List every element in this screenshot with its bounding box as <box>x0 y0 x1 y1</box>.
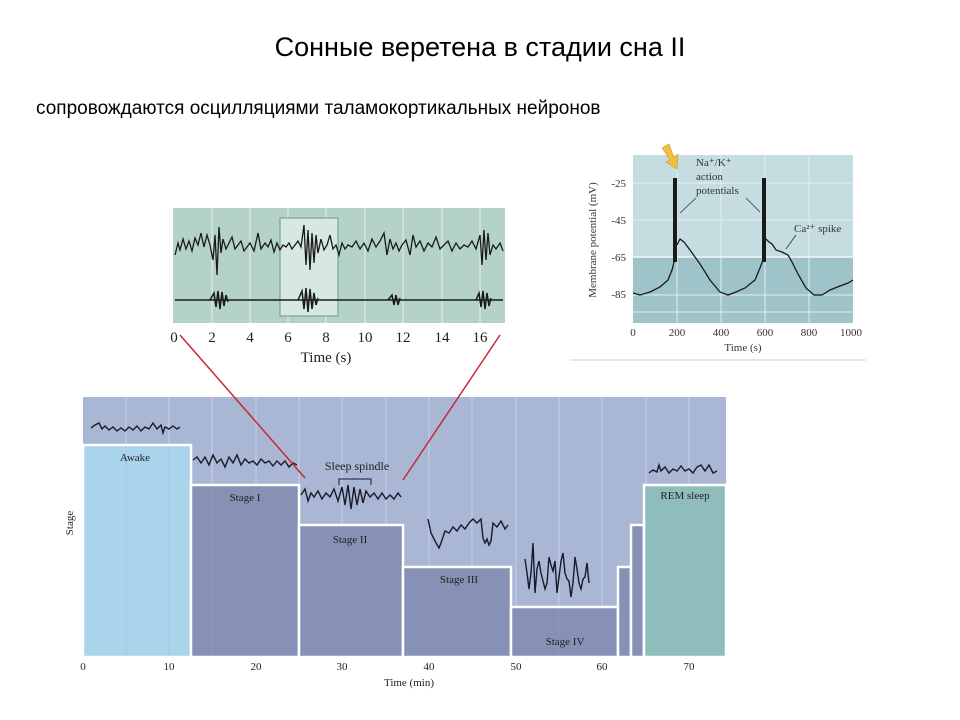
stage-2-brief <box>629 523 646 659</box>
membrane-x-ticks: 0 200 400 600 800 1000 <box>630 327 862 339</box>
svg-text:14: 14 <box>435 330 451 346</box>
stage-rem <box>642 483 728 659</box>
svg-text:10: 10 <box>164 661 176 673</box>
svg-text:30: 30 <box>337 661 349 673</box>
svg-text:Stage II: Stage II <box>333 534 368 546</box>
svg-text:REM sleep: REM sleep <box>660 490 710 502</box>
svg-text:6: 6 <box>284 330 292 346</box>
membrane-annotations: Na⁺/K⁺ action potentials Ca²⁺ spike <box>696 157 841 235</box>
svg-text:400: 400 <box>713 327 730 339</box>
svg-text:potentials: potentials <box>696 185 739 197</box>
hypnogram-x-ticks: 0 10 20 30 40 50 60 70 <box>80 661 695 673</box>
svg-text:70: 70 <box>684 661 696 673</box>
eeg-panel: 0 2 4 6 8 10 12 14 16 Time (s) <box>170 205 515 370</box>
svg-text:50: 50 <box>511 661 523 673</box>
hypnogram-y-label: Stage <box>64 511 76 536</box>
membrane-panel: Na⁺/K⁺ action potentials Ca²⁺ spike -25 … <box>570 140 870 365</box>
svg-text:20: 20 <box>251 661 263 673</box>
svg-text:800: 800 <box>801 327 818 339</box>
slide-subtitle: сопровождаются осцилляциями таламокортик… <box>36 98 601 119</box>
svg-text:Awake: Awake <box>120 452 150 464</box>
stage-3-brief <box>616 565 633 659</box>
stage-awake <box>81 443 193 659</box>
svg-text:0: 0 <box>630 327 636 339</box>
slide-title: Сонные веретена в стадии сна II <box>274 32 686 62</box>
svg-text:-85: -85 <box>611 289 626 301</box>
svg-text:0: 0 <box>80 661 86 673</box>
svg-text:8: 8 <box>322 330 330 346</box>
svg-text:12: 12 <box>396 330 411 346</box>
svg-text:4: 4 <box>246 330 254 346</box>
svg-text:600: 600 <box>757 327 774 339</box>
svg-text:60: 60 <box>597 661 609 673</box>
svg-text:1000: 1000 <box>840 327 863 339</box>
svg-text:-65: -65 <box>611 252 626 264</box>
stage-3 <box>401 565 513 659</box>
stage-2 <box>297 523 405 659</box>
eeg-chart: 0 2 4 6 8 10 12 14 16 Time (s) <box>170 208 505 366</box>
svg-text:16: 16 <box>473 330 489 346</box>
spindle-bracket <box>338 478 372 485</box>
hypnogram-x-label: Time (min) <box>384 677 434 689</box>
svg-text:Stage I: Stage I <box>230 492 261 504</box>
eeg-x-ticks: 0 2 4 6 8 10 12 14 16 <box>170 330 488 346</box>
arrow-icon <box>661 143 679 170</box>
stage-1 <box>189 483 301 659</box>
svg-text:0: 0 <box>170 330 178 346</box>
svg-text:Stage III: Stage III <box>440 574 479 586</box>
svg-text:200: 200 <box>669 327 686 339</box>
membrane-y-ticks: -25 -45 -65 -85 <box>611 178 626 301</box>
sleep-spindle-label: Sleep spindle <box>325 459 389 473</box>
svg-text:action: action <box>696 171 723 183</box>
svg-text:Stage IV: Stage IV <box>546 636 585 648</box>
hypnogram-chart: Sleep spindle Awake Stage I Stage II Sta… <box>64 397 728 689</box>
svg-text:-25: -25 <box>611 178 626 190</box>
membrane-x-label: Time (s) <box>724 342 762 354</box>
svg-text:-45: -45 <box>611 215 626 227</box>
svg-text:2: 2 <box>208 330 216 346</box>
eeg-x-label: Time (s) <box>301 350 352 366</box>
svg-text:Ca²⁺ spike: Ca²⁺ spike <box>794 223 841 235</box>
svg-text:40: 40 <box>424 661 436 673</box>
membrane-y-label: Membrane potential (mV) <box>587 182 599 298</box>
membrane-chart: Na⁺/K⁺ action potentials Ca²⁺ spike -25 … <box>570 143 866 361</box>
svg-text:Na⁺/K⁺: Na⁺/K⁺ <box>696 157 732 169</box>
stage-labels: Awake Stage I Stage II Stage III Stage I… <box>120 452 710 648</box>
svg-text:10: 10 <box>358 330 373 346</box>
hypnogram-panel: Sleep spindle Awake Stage I Stage II Sta… <box>55 393 735 693</box>
